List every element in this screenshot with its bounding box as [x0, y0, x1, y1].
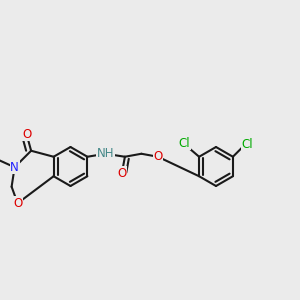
Text: NH: NH [97, 147, 114, 160]
Text: O: O [153, 150, 163, 163]
Text: N: N [10, 161, 19, 174]
Text: O: O [13, 197, 22, 210]
Text: Cl: Cl [242, 138, 253, 151]
Text: Cl: Cl [178, 137, 190, 150]
Text: O: O [22, 128, 31, 141]
Text: O: O [117, 167, 127, 180]
